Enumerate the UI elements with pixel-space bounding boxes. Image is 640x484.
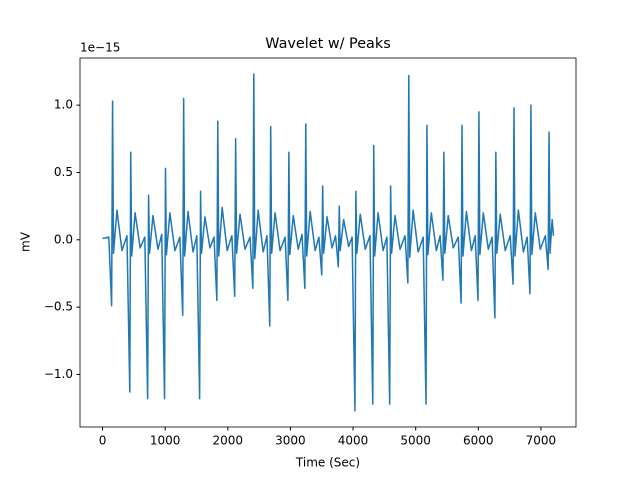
x-tick-label: 7000 (526, 434, 557, 448)
x-tick-label: 5000 (400, 434, 431, 448)
x-tick-label: 4000 (338, 434, 369, 448)
y-offset-label: 1e−15 (80, 41, 120, 55)
data-line (102, 73, 555, 412)
x-axis-label: Time (Sec) (295, 456, 360, 470)
x-tick-label: 1000 (150, 434, 181, 448)
y-tick-label: 0.0 (54, 232, 73, 246)
y-tick-label: 1.0 (54, 98, 73, 112)
x-tick-label: 3000 (275, 434, 306, 448)
y-tick-label: −0.5 (44, 300, 73, 314)
x-tick-label: 2000 (213, 434, 244, 448)
y-axis-label: mV (19, 231, 33, 252)
y-tick-label: 0.5 (54, 165, 73, 179)
x-tick-label: 0 (99, 434, 107, 448)
x-tick-label: 6000 (463, 434, 494, 448)
plot-frame (79, 57, 577, 428)
chart-title: Wavelet w/ Peaks (265, 36, 390, 52)
y-tick-label: −1.0 (44, 367, 73, 381)
